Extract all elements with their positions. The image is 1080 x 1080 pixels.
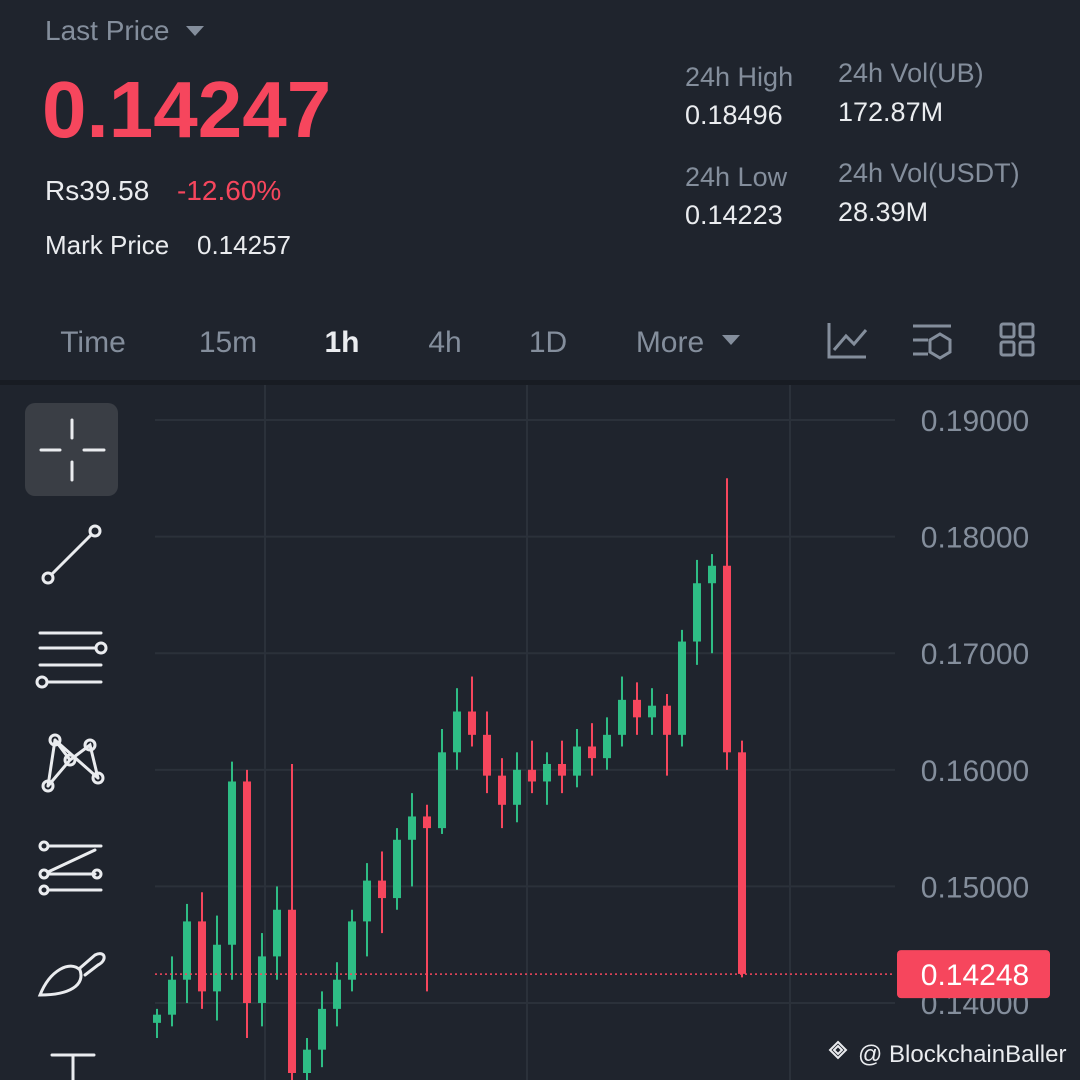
candle-body — [708, 565, 716, 584]
stat-value: 0.18496 — [685, 100, 783, 130]
stat-value: 0.14223 — [685, 200, 783, 230]
candle-body — [723, 565, 731, 753]
candle-body — [453, 711, 461, 753]
candle-body — [198, 921, 206, 992]
fib-tool[interactable] — [38, 840, 103, 896]
candle-body — [153, 1014, 161, 1023]
last-price-label[interactable]: Last Price — [45, 15, 170, 46]
candle-body — [168, 979, 176, 1015]
tab[interactable]: 4h — [428, 326, 461, 359]
stat-value: 28.39M — [838, 197, 928, 227]
candle-body — [603, 734, 611, 759]
candle-body — [363, 880, 371, 922]
candle-body — [273, 909, 281, 957]
candle-body — [678, 641, 686, 735]
candle-body — [213, 944, 221, 992]
candle-body — [423, 816, 431, 829]
crosshair-tool[interactable] — [25, 403, 118, 496]
last-price-badge — [897, 950, 1050, 999]
candle-body — [468, 711, 476, 735]
tab[interactable]: Time — [60, 326, 126, 359]
fiat-price: Rs39.58 — [45, 175, 149, 206]
crosshair-icon — [39, 418, 106, 482]
last-price-label: 0.14248 — [921, 959, 1029, 992]
stat-value: 172.87M — [838, 97, 943, 127]
mark-price-label: Mark Price — [45, 230, 169, 260]
more-arrow[interactable] — [722, 335, 740, 345]
text-tool[interactable] — [50, 1053, 96, 1080]
stat-label: 24h High — [685, 62, 793, 92]
stat-label: 24h Vol(UB) — [838, 58, 984, 88]
candle-body — [258, 956, 266, 1004]
candle-body — [663, 705, 671, 735]
candle-body — [183, 921, 191, 980]
y-tick-label: 0.18000 — [921, 522, 1029, 555]
tab[interactable]: 1h — [324, 326, 359, 359]
indicator-icon[interactable] — [827, 323, 868, 359]
brush-tool[interactable] — [37, 952, 106, 997]
candle-body — [648, 705, 656, 718]
y-tick-label: 0.16000 — [921, 755, 1029, 788]
candle-body — [378, 880, 386, 899]
tab[interactable]: More — [636, 326, 704, 359]
tab[interactable]: 15m — [199, 326, 257, 359]
line-tool[interactable] — [41, 524, 102, 585]
candle-body — [303, 1049, 311, 1074]
candle-body — [318, 1008, 326, 1050]
tab-bar: Time 15m 1h 4h 1D More — [60, 326, 704, 359]
chart: 0.190000.180000.170000.160000.150000.140… — [153, 385, 1050, 1080]
candle-body — [513, 769, 521, 805]
dropdown-arrow[interactable] — [186, 26, 204, 36]
watermark-text: @ BlockchainBaller — [858, 1041, 1066, 1068]
candle-body — [738, 752, 746, 974]
candle-body — [693, 583, 701, 642]
candle-body — [348, 921, 356, 980]
candle-body — [393, 839, 401, 899]
candle-body — [243, 781, 251, 1004]
candle-body — [633, 699, 641, 718]
tab[interactable]: 1D — [529, 326, 567, 359]
y-tick-label: 0.15000 — [921, 871, 1029, 904]
candle-body — [588, 746, 596, 759]
settings-icon[interactable] — [913, 324, 952, 360]
candle-body — [558, 763, 566, 776]
y-tick-label: 0.17000 — [921, 638, 1029, 671]
candle-body — [498, 775, 506, 805]
parallel-lines-tool[interactable] — [35, 631, 108, 689]
pattern-tool[interactable] — [41, 733, 105, 793]
candle-body — [438, 752, 446, 829]
candle-body — [333, 979, 341, 1009]
candle-body — [618, 699, 626, 735]
candle-body — [483, 734, 491, 776]
stat-label: 24h Low — [685, 162, 788, 192]
divider — [0, 380, 1080, 385]
candle-body — [228, 781, 236, 945]
candle-body — [528, 769, 536, 782]
candle-body — [543, 763, 551, 782]
watermark: @ BlockchainBaller — [828, 1040, 1066, 1068]
price-change: -12.60% — [177, 175, 281, 206]
candle-body — [408, 816, 416, 840]
candle-body — [288, 909, 296, 1074]
mark-price: 0.14257 — [197, 230, 291, 260]
candle-body — [573, 746, 581, 776]
y-tick-label: 0.19000 — [921, 405, 1029, 438]
layout-icon[interactable] — [999, 322, 1035, 357]
last-price: 0.14247 — [42, 65, 331, 154]
stat-label: 24h Vol(USDT) — [838, 158, 1020, 188]
